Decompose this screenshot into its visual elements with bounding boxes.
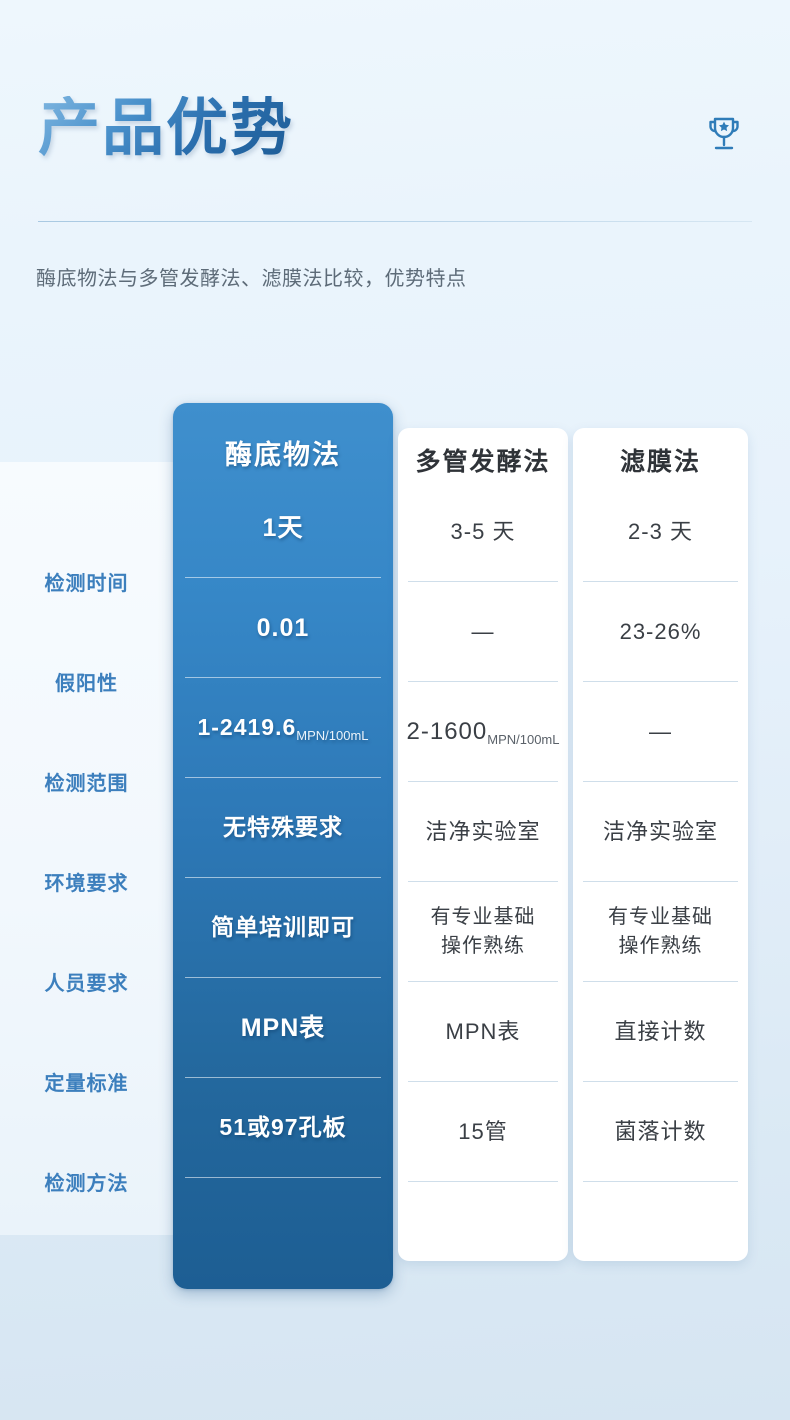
cell-divider: [408, 781, 558, 782]
row-label-6: 检测方法: [44, 1172, 129, 1195]
cell-divider: [583, 581, 738, 582]
cell-divider: [583, 781, 738, 782]
cell-divider: [185, 677, 381, 678]
cell-2-5: 直接计数: [573, 982, 748, 1082]
cell-divider: [408, 981, 558, 982]
cell-divider: [408, 581, 558, 582]
cell-0-0: 1天: [173, 478, 393, 578]
cell-divider: [583, 881, 738, 882]
cell-1-0: 3-5 天: [398, 482, 568, 582]
comparison-column-2[interactable]: 多管发酵法 3-5 天 — 2-1600MPN/100mL 洁净实验室 有专业基…: [398, 428, 568, 1261]
cell-divider: [185, 1077, 381, 1078]
page-title: 产品优势: [38, 94, 295, 163]
cell-0-3: 无特殊要求: [173, 778, 393, 878]
cell-1-1: —: [398, 582, 568, 682]
cell-1-4: 有专业基础 操作熟练: [398, 882, 568, 982]
column-header-0: 酶底物法: [225, 440, 341, 470]
cell-2-3: 洁净实验室: [573, 782, 748, 882]
page-subtitle: 酶底物法与多管发酵法、滤膜法比较，优势特点: [36, 268, 467, 290]
cell-divider: [408, 1081, 558, 1082]
row-label-0: 检测时间: [44, 572, 129, 595]
cell-2-6: 菌落计数: [573, 1082, 748, 1182]
cell-divider: [408, 1181, 558, 1182]
cell-divider: [583, 1181, 738, 1182]
cell-divider: [185, 1177, 381, 1178]
cell-2-0: 2-3 天: [573, 482, 748, 582]
cell-0-1: 0.01: [173, 578, 393, 678]
cell-divider: [185, 977, 381, 978]
cell-divider: [583, 981, 738, 982]
cell-divider: [185, 577, 381, 578]
cell-value: 1-2419.6: [197, 714, 297, 741]
cell-unit: MPN/100mL: [487, 732, 560, 748]
comparison-table: 检测时间 假阳性 检测范围 环境要求 人员要求 定量标准 检测方法: [0, 403, 790, 1293]
column-header-2: 滤膜法: [619, 448, 701, 476]
row-label-3: 环境要求: [44, 872, 129, 895]
cell-2-1: 23-26%: [573, 582, 748, 682]
row-label-4: 人员要求: [44, 972, 129, 995]
row-label-5: 定量标准: [44, 1072, 129, 1095]
comparison-column-featured[interactable]: 酶底物法 1天 0.01 1-2419.6MPN/100mL 无特殊要求 简单培…: [173, 403, 393, 1289]
comparison-column-3[interactable]: 滤膜法 2-3 天 23-26% — 洁净实验室 有专业基础 操作熟练 直接计数…: [573, 428, 748, 1261]
cell-divider: [583, 1081, 738, 1082]
cell-divider: [583, 681, 738, 682]
cell-divider: [408, 681, 558, 682]
row-label-column: 检测时间 假阳性 检测范围 环境要求 人员要求 定量标准 检测方法: [0, 531, 173, 1231]
trophy-icon: [702, 112, 746, 156]
cell-unit: MPN/100mL: [296, 728, 369, 744]
cell-divider: [185, 777, 381, 778]
cell-0-5: MPN表: [173, 978, 393, 1078]
cell-value: 2-1600: [406, 718, 488, 746]
header-divider: [38, 221, 752, 222]
page-header: 产品优势 酶底物法与多管发酵法、滤膜法比较，优势特点: [0, 0, 790, 330]
row-label-2: 检测范围: [44, 772, 129, 795]
cell-1-6: 15管: [398, 1082, 568, 1182]
cell-2-4: 有专业基础 操作熟练: [573, 882, 748, 982]
cell-1-3: 洁净实验室: [398, 782, 568, 882]
cell-1-2: 2-1600MPN/100mL: [398, 682, 568, 782]
cell-divider: [408, 881, 558, 882]
cell-divider: [185, 877, 381, 878]
cell-0-2: 1-2419.6MPN/100mL: [173, 678, 393, 778]
column-header-1: 多管发酵法: [415, 448, 551, 476]
cell-2-2: —: [573, 682, 748, 782]
cell-0-6: 51或97孔板: [173, 1078, 393, 1178]
cell-1-5: MPN表: [398, 982, 568, 1082]
row-label-1: 假阳性: [55, 672, 118, 695]
cell-0-4: 简单培训即可: [173, 878, 393, 978]
